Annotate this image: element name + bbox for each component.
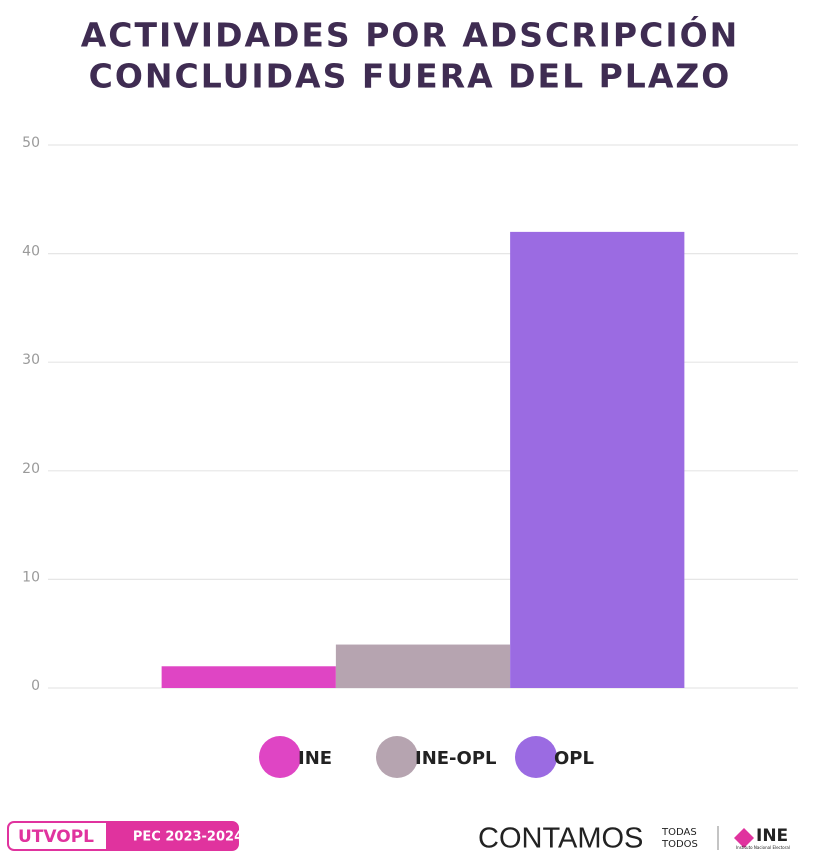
- legend-swatch: [259, 736, 301, 778]
- badge-fill: [106, 822, 238, 850]
- footer-text: UTVOPL: [18, 827, 94, 847]
- logo-sub: Instituto Nacional Electoral: [736, 845, 790, 850]
- bar: [510, 231, 685, 688]
- legend-label: INE-OPL: [415, 748, 497, 769]
- legend-label: OPL: [554, 748, 594, 769]
- legend-swatch: [515, 736, 557, 778]
- y-tick-label: 0: [31, 678, 40, 694]
- logo-icon: [734, 828, 754, 848]
- legend-label: INE: [298, 748, 332, 769]
- footer-brand: CONTAMOS: [478, 823, 643, 852]
- bar: [335, 644, 511, 688]
- y-tick-label: 40: [22, 244, 40, 260]
- chart-title: ACTIVIDADES POR ADSCRIPCIÓN: [81, 15, 740, 55]
- y-tick-label: 10: [22, 569, 40, 585]
- y-tick-label: 20: [22, 461, 40, 477]
- footer-brand-small: TODAS: [661, 827, 697, 838]
- footer-text: PEC 2023-2024: [133, 830, 243, 845]
- bar: [161, 666, 336, 688]
- legend-swatch: [376, 736, 418, 778]
- logo: INE: [756, 826, 788, 846]
- y-tick-label: 50: [22, 135, 40, 151]
- chart-title: CONCLUIDAS FUERA DEL PLAZO: [89, 57, 732, 96]
- y-tick-label: 30: [22, 352, 40, 368]
- footer-brand-small: TODOS: [661, 839, 698, 850]
- footer: UTVOPL PEC 2023-2024 CONTAMOS TODAS TODO…: [7, 821, 790, 852]
